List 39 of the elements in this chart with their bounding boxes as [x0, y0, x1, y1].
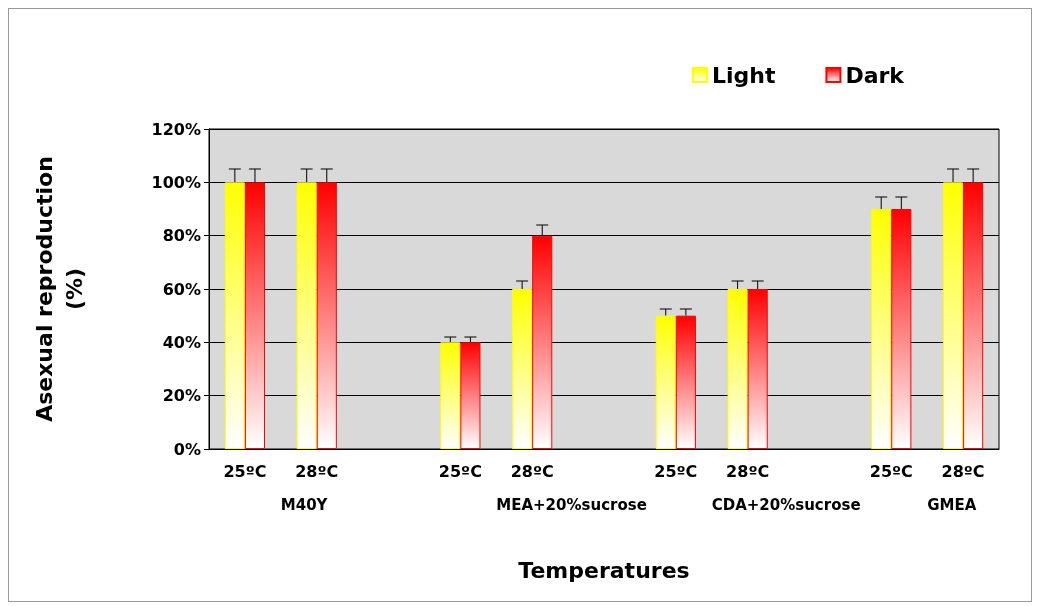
x-tick-label: 28ºC: [295, 461, 339, 481]
text: MEA+20%sucrose: [496, 495, 647, 514]
bar: [747, 289, 768, 449]
bar: [440, 342, 461, 449]
y-tick-label: 20%: [162, 386, 201, 406]
bar: [316, 182, 337, 449]
bar: [244, 182, 266, 449]
legend-label: Light: [711, 62, 776, 88]
bar: [963, 182, 984, 449]
y-tick-label: 0%: [173, 439, 201, 459]
bar: [891, 209, 912, 449]
x-tick-label: 25ºC: [869, 461, 913, 481]
y-tick-label: 100%: [151, 172, 201, 192]
text: CDA+20%sucrose: [711, 495, 861, 514]
bar: [675, 315, 696, 449]
y-tick-label: 120%: [151, 119, 201, 139]
bar: [727, 289, 748, 449]
legend-label: Dark: [845, 62, 906, 88]
bar: [532, 235, 553, 449]
x-tick-label: 28ºC: [726, 461, 770, 481]
x-tick-label: 25ºC: [654, 461, 698, 481]
text: GMEA: [927, 495, 977, 514]
y-tick-label: 60%: [162, 279, 201, 299]
x-tick-label: 25ºC: [438, 461, 482, 481]
y-tick-label: 80%: [162, 226, 201, 246]
bar: [512, 289, 533, 449]
x-tick-label: 28ºC: [941, 461, 985, 481]
y-axis-title: Asexual reproduction (%): [31, 156, 87, 422]
bar: [460, 342, 481, 449]
bar: [224, 182, 245, 449]
y-tick-label: 40%: [162, 332, 201, 352]
bar: [655, 315, 676, 449]
x-tick-label: 25ºC: [223, 461, 267, 481]
text: M40Y: [280, 495, 329, 514]
bar: [296, 182, 317, 449]
bar: [942, 182, 964, 449]
x-axis-title: Temperatures: [518, 557, 690, 583]
bar: [871, 209, 892, 449]
x-tick-label: 28ºC: [510, 461, 554, 481]
